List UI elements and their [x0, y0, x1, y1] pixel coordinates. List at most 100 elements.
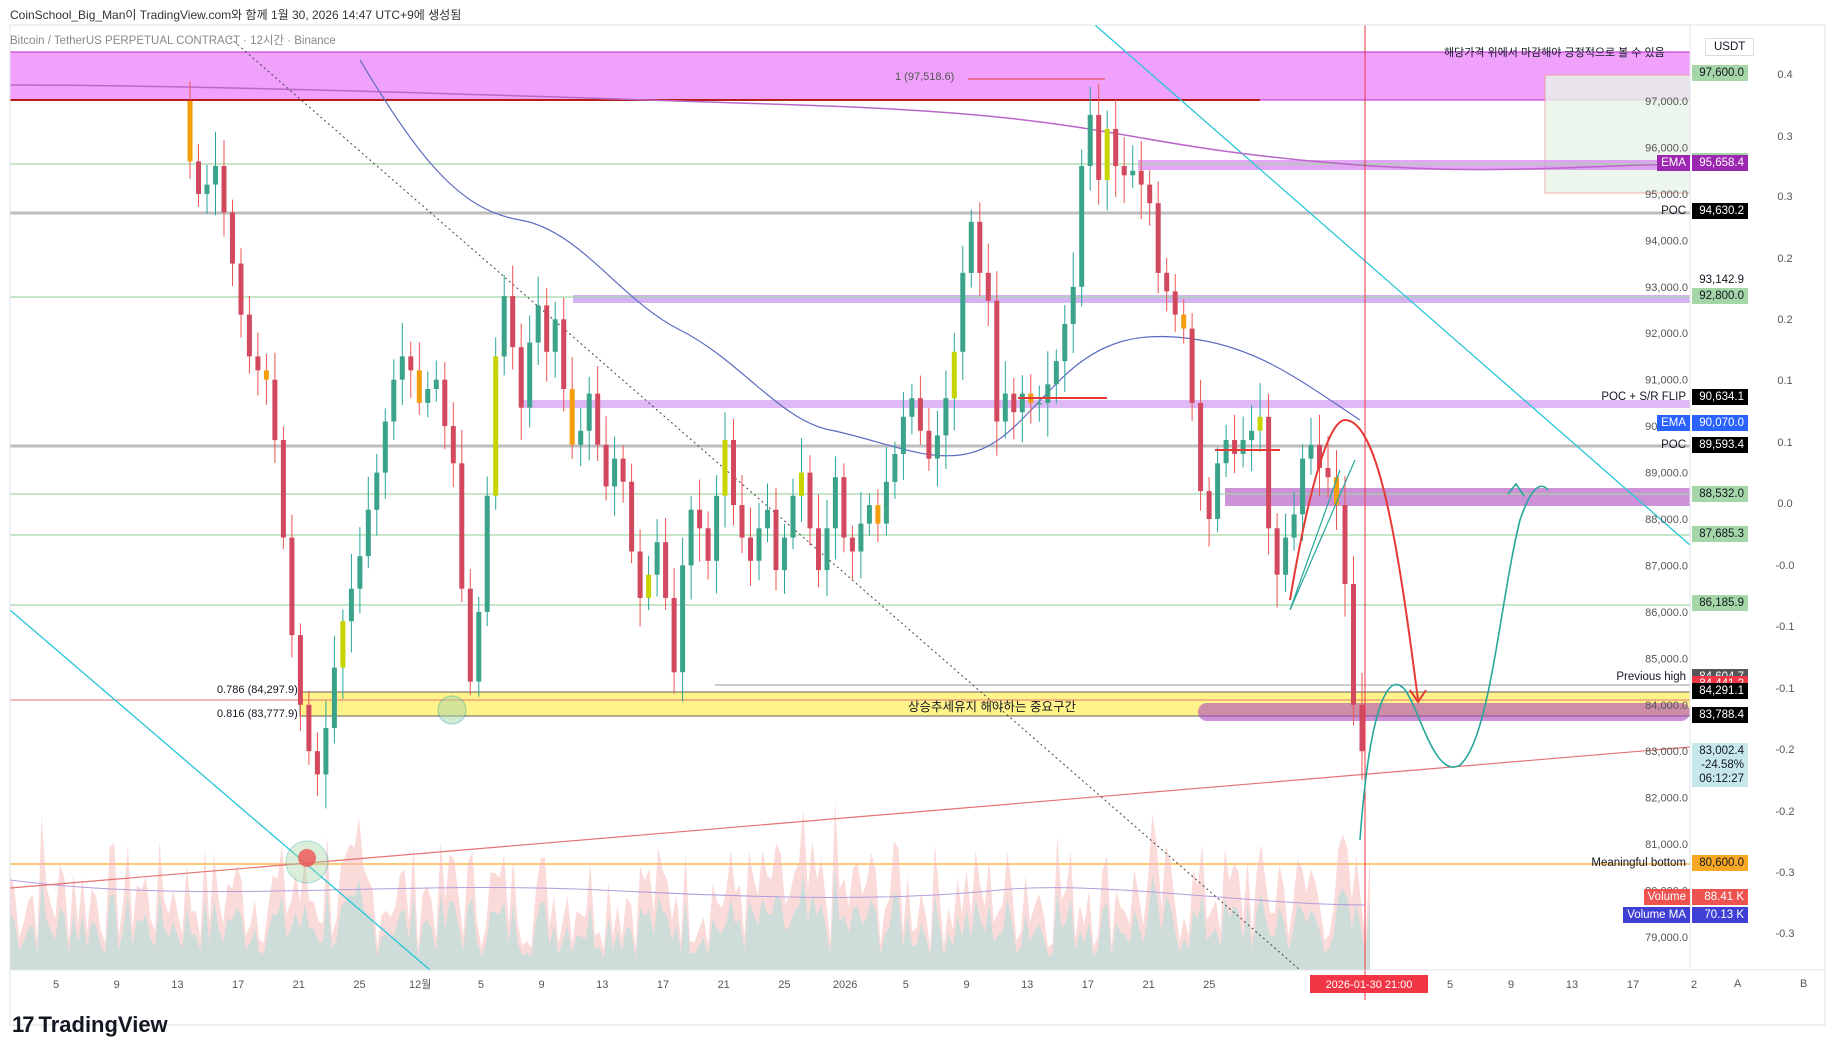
candle-body: [765, 509, 770, 529]
ema-blue-line: [359, 59, 1361, 457]
candle-body: [1181, 314, 1187, 329]
price-tag-label: POC: [1661, 439, 1686, 451]
volume-tag-label: Volume: [1643, 889, 1690, 905]
secondary-tick-label: 0.3: [1777, 131, 1792, 143]
price-tag-label: POC + S/R FLIP: [1601, 390, 1686, 403]
price-tag: 89,593.4: [1692, 437, 1748, 453]
candle-body: [331, 667, 337, 728]
secondary-tick-label: 0.1: [1777, 437, 1792, 449]
candle-body: [926, 430, 932, 459]
lower-purple-zone: [1198, 703, 1690, 721]
auto-scale-button[interactable]: A: [1734, 978, 1742, 990]
candle-body: [849, 537, 855, 552]
candle-body: [688, 509, 694, 566]
candle-body: [782, 537, 787, 571]
candle-body: [196, 161, 201, 194]
candle-body: [1104, 128, 1110, 180]
time-tick-label: 13: [1021, 979, 1033, 991]
candle-body: [476, 611, 482, 682]
currency-label[interactable]: USDT: [1705, 38, 1755, 56]
candle-body: [977, 221, 983, 273]
candle-body: [578, 430, 584, 445]
candle-body: [1130, 170, 1136, 176]
time-tick-label: 9: [1508, 979, 1514, 991]
symbol-line: Bitcoin / TetherUS PERPETUAL CONTRACT · …: [10, 35, 336, 47]
trendline-lower-left: [9, 609, 431, 971]
time-tick-label: 5: [1447, 979, 1453, 991]
candle-body: [246, 314, 252, 357]
candle-body: [1257, 416, 1263, 431]
candle-body: [629, 481, 635, 552]
candle-body: [858, 523, 864, 552]
candle-body: [1147, 184, 1153, 204]
time-tick-label: 13: [1566, 979, 1578, 991]
dotted-downtrend-line: [229, 37, 1301, 971]
price-tick-label: 93,000.0: [1645, 282, 1688, 294]
current-time-tag-bg: [1310, 975, 1428, 993]
price-tag: 95,658.4: [1692, 155, 1748, 172]
candle-body: [985, 272, 991, 301]
candle-body: [1053, 361, 1059, 385]
candle-body: [951, 351, 957, 399]
candle-body: [230, 212, 235, 264]
candle-body: [501, 296, 507, 357]
current-time-tag: 2026-01-30 21:00: [1326, 979, 1413, 991]
candle-body: [875, 505, 881, 524]
candle-body: [450, 426, 456, 464]
candle-body: [1325, 467, 1331, 478]
time-tick-label: 5: [478, 979, 484, 991]
secondary-tick-label: 0.4: [1777, 69, 1792, 81]
secondary-tick-label: 0.3: [1777, 191, 1792, 203]
price-tag-label: EMA: [1657, 414, 1690, 431]
wedge-lines: [1289, 459, 1356, 611]
secondary-tick-label: -0.2: [1776, 806, 1795, 818]
candle-body: [213, 166, 218, 185]
candle-body: [994, 300, 1000, 422]
candle-body: [1189, 328, 1195, 403]
candle-body: [348, 588, 354, 622]
brand-name: TradingView: [38, 1012, 168, 1037]
candle-body: [866, 505, 872, 524]
candle-body: [357, 556, 363, 589]
candle-body: [671, 598, 677, 673]
ema-zone: [1138, 160, 1690, 170]
candle-body: [1359, 704, 1365, 752]
top-note: 해당가격 위에서 마감해야 긍정적으로 볼 수 있음: [1444, 47, 1665, 59]
candle-body: [663, 542, 669, 598]
time-tick-label: 9: [963, 979, 969, 991]
candle-body: [569, 389, 575, 445]
candle-body: [1300, 458, 1306, 515]
price-tag: 90,070.0: [1692, 414, 1748, 431]
log-scale-button[interactable]: B: [1800, 978, 1808, 990]
candle-body: [603, 444, 609, 487]
candle-body: [620, 458, 626, 482]
candle-body: [280, 440, 286, 538]
candle-body: [790, 495, 796, 538]
drawings-layer: [285, 78, 1549, 884]
drop-arrowhead: [1409, 689, 1427, 704]
candle-body: [187, 101, 193, 162]
candle-body: [297, 635, 303, 705]
candle-body: [1172, 291, 1178, 315]
candle-body: [1045, 384, 1051, 403]
tradingview-logo[interactable]: 17 TradingView: [12, 1012, 168, 1038]
bottom-touch-circle-inner: [298, 849, 316, 867]
candle-body: [510, 296, 516, 348]
rising-support-line: [9, 746, 1691, 889]
volume-ma-line: [9, 879, 1366, 906]
candle-body: [535, 305, 541, 343]
candle-body: [799, 472, 804, 496]
candle-body: [1155, 203, 1161, 273]
time-tick-label: 2: [1691, 979, 1697, 991]
candle-body: [960, 272, 966, 352]
price-tag: 97,600.0: [1692, 65, 1748, 82]
time-tick-label: 5: [903, 979, 909, 991]
candle-body: [841, 477, 847, 538]
projected-drop-path: [1289, 418, 1419, 701]
candle-body: [1002, 393, 1008, 422]
volume-tag-value: 70.13 K: [1692, 907, 1748, 923]
price-tick-label: 92,000.0: [1645, 328, 1688, 340]
candle-body: [1079, 166, 1085, 287]
